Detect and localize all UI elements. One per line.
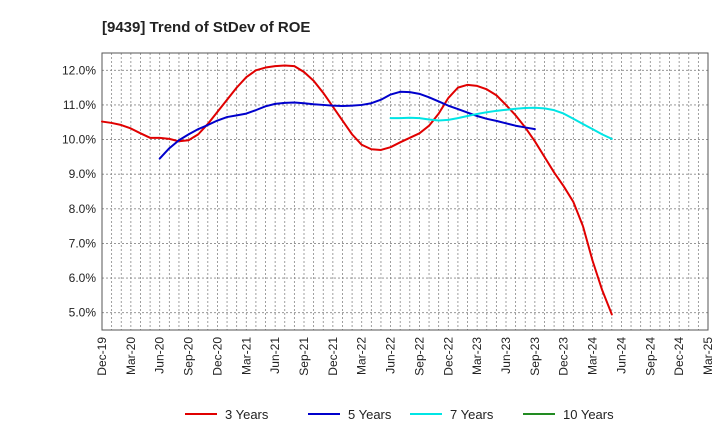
x-tick-label: Dec-23 — [557, 337, 571, 376]
x-tick-label: Mar-25 — [701, 337, 715, 375]
legend: 3 Years 5 Years 7 Years 10 Years — [185, 407, 614, 422]
x-tick-label: Dec-24 — [672, 337, 686, 376]
y-tick-label: 7.0% — [69, 236, 97, 250]
y-tick-label: 9.0% — [69, 167, 97, 181]
series-layer — [101, 64, 613, 316]
y-tick-label: 8.0% — [69, 202, 97, 216]
grid-layer — [102, 53, 708, 330]
plot-frame — [101, 52, 709, 331]
axis-layer: Dec-19 Mar-20 Jun-20 Sep-20 Dec-20 Mar-21 Jun-… — [62, 52, 715, 376]
x-tick-label: Mar-23 — [470, 337, 484, 375]
x-tick-label: Sep-20 — [182, 337, 196, 376]
y-tick-label: 11.0% — [63, 98, 96, 112]
x-tick-label: Mar-21 — [239, 337, 253, 375]
x-tick-label: Mar-22 — [355, 337, 369, 375]
y-tick-label: 5.0% — [69, 306, 97, 320]
x-tick-label: Dec-19 — [95, 337, 109, 376]
legend-label: 3 Years — [225, 407, 269, 422]
x-tick-label: Sep-24 — [643, 337, 657, 376]
x-tick-label: Jun-22 — [384, 337, 398, 374]
y-tick-label: 6.0% — [69, 271, 97, 285]
y-tick-label: 12.0% — [62, 63, 96, 77]
legend-label: 10 Years — [563, 407, 614, 422]
x-tick-label: Jun-24 — [614, 337, 628, 374]
x-tick-label: Dec-21 — [326, 337, 340, 376]
x-tick-label: Mar-24 — [586, 337, 600, 375]
x-tick-label: Mar-20 — [124, 337, 138, 375]
legend-label: 5 Years — [348, 407, 392, 422]
chart-title: [9439] Trend of StDev of ROE — [102, 19, 310, 36]
series-line-7-years — [389, 106, 613, 140]
x-tick-label: Sep-22 — [412, 337, 426, 376]
legend-label: 7 Years — [450, 407, 494, 422]
x-tick-label: Jun-23 — [499, 337, 513, 374]
y-tick-label: 10.0% — [62, 133, 96, 147]
x-tick-label: Dec-20 — [210, 337, 224, 376]
x-tick-label: Jun-20 — [153, 337, 167, 374]
series-line-3-years — [101, 64, 613, 316]
x-tick-label: Sep-21 — [297, 337, 311, 376]
x-tick-label: Jun-21 — [268, 337, 282, 374]
x-tick-label: Dec-22 — [441, 337, 455, 376]
x-tick-label: Sep-23 — [528, 337, 542, 376]
series-line-5-years — [158, 90, 536, 160]
